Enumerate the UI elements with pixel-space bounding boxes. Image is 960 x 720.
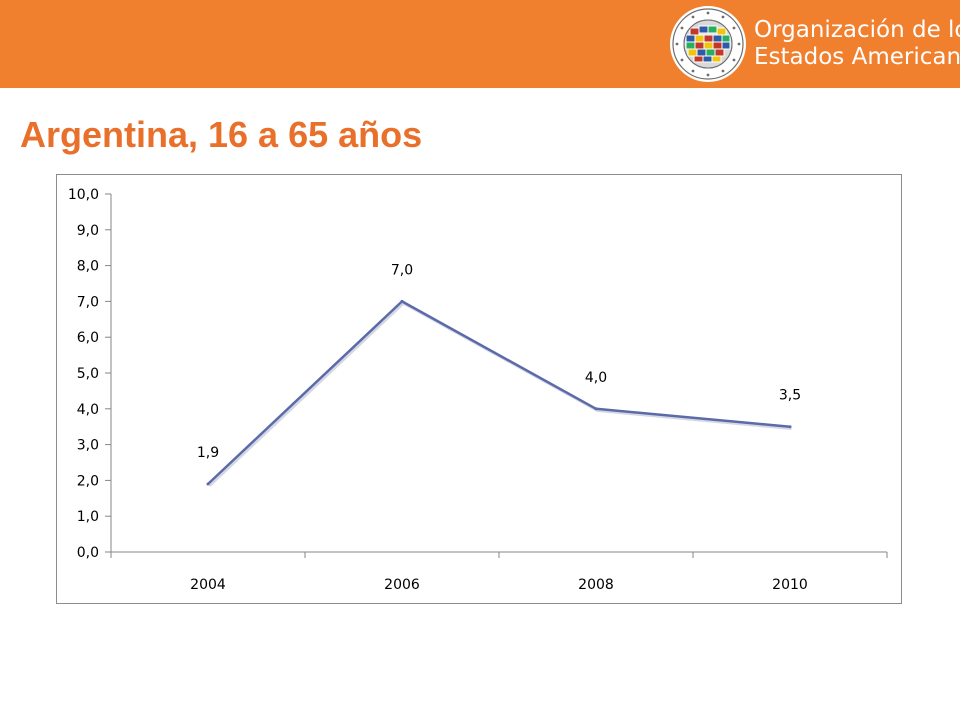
- chart-frame: 0,0 1,0 2,0 3,0 4,0 5,0 6,0 7,0 8,0 9,0 10,0 2004 20…: [56, 174, 902, 604]
- y-tick-label: 1,0: [77, 509, 99, 525]
- x-tick-label: 2006: [384, 577, 420, 593]
- org-name-line-2: Estados Americanos: [754, 44, 960, 70]
- series-line-shadow: [208, 302, 792, 487]
- line-chart: 0,0 1,0 2,0 3,0 4,0 5,0 6,0 7,0 8,0 9,0 10,0 2004 20…: [68, 187, 888, 593]
- slide-title: Argentina, 16 a 65 años: [20, 114, 423, 155]
- data-label: 7,0: [391, 262, 413, 278]
- y-tick-label: 8,0: [77, 259, 99, 275]
- data-point: [788, 425, 792, 429]
- header-bar: Organización de los Estados Americanos: [0, 0, 960, 88]
- x-tick-label: 2004: [190, 577, 226, 593]
- data-label: 3,5: [779, 388, 801, 404]
- y-tick-label: 10,0: [68, 187, 99, 203]
- data-point: [206, 482, 210, 486]
- data-label: 4,0: [585, 370, 607, 386]
- y-tick-label: 4,0: [77, 402, 99, 418]
- y-tick-label: 6,0: [77, 330, 99, 346]
- y-tick-label: 7,0: [77, 294, 99, 310]
- y-tick-label: 3,0: [77, 438, 99, 454]
- series-line: [207, 300, 791, 485]
- organization-name: Organización de los Estados Americanos: [754, 17, 960, 71]
- data-point: [400, 299, 404, 303]
- org-name-line-1: Organización de los: [754, 17, 960, 43]
- data-point: [594, 407, 598, 411]
- x-tick-label: 2010: [772, 577, 808, 593]
- y-tick-label: 2,0: [77, 473, 99, 489]
- x-tick-label: 2008: [578, 577, 614, 593]
- y-tick-label: 0,0: [77, 545, 99, 561]
- y-tick-label: 5,0: [77, 366, 99, 382]
- oas-seal-logo-icon: [668, 4, 748, 84]
- data-label: 1,9: [197, 445, 219, 461]
- y-tick-label: 9,0: [77, 223, 99, 239]
